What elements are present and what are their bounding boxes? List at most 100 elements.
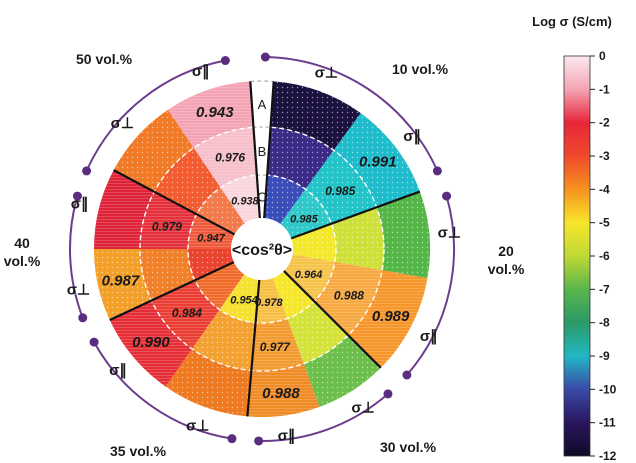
sector-7-texture-mid — [151, 280, 220, 349]
group-label: 10 vol.% — [392, 61, 449, 77]
center-label: <cos²θ> — [232, 242, 292, 259]
group-arc — [69, 195, 84, 319]
sigma-label: σ∥ — [71, 196, 89, 213]
group-arc-endpoint — [383, 389, 393, 399]
colorbar-title: Log σ (S/cm) — [532, 14, 612, 29]
ring-letter-b: B — [258, 144, 267, 159]
colorbar-tick-label: -12 — [599, 449, 617, 463]
sector-value: 0.977 — [260, 340, 291, 354]
sigma-label: σ∥ — [109, 362, 127, 379]
group-label: 50 vol.% — [76, 51, 133, 67]
sector-8-texture-mid — [140, 249, 195, 301]
sector-9-texture-mid — [140, 191, 197, 249]
sector-5-texture-inner — [255, 278, 288, 323]
sector-11-texture-mid — [193, 127, 257, 188]
sector-6-texture-outer — [165, 348, 252, 417]
ring-layer — [139, 80, 385, 372]
colorbar-tick-label: 0 — [599, 49, 606, 63]
group-arc-endpoint — [220, 56, 230, 66]
sector-8-texture-inner — [188, 249, 234, 281]
group-divider — [109, 261, 235, 321]
divider-layer — [109, 81, 421, 417]
sigma-label: σ⊥ — [186, 418, 209, 435]
group-arc-endpoint — [227, 434, 237, 444]
sector-0-texture-inner — [264, 175, 306, 224]
group-arc — [85, 59, 226, 172]
sector-5-texture-outer — [247, 363, 320, 418]
group-divider — [290, 190, 421, 240]
sector-value: 0.990 — [132, 334, 170, 351]
sector-2-texture-inner — [291, 223, 336, 262]
colorbar-tick-label: -8 — [599, 316, 610, 330]
letter-gap — [250, 81, 274, 219]
colorbar-tick-label: -6 — [599, 249, 610, 263]
sector-0-texture-mid — [267, 127, 334, 190]
group-label: 30 vol.% — [380, 439, 437, 455]
sector-2-texture-outer — [376, 191, 430, 279]
sector-5-texture-mid — [251, 318, 304, 372]
group-label: 35 vol.% — [110, 443, 167, 459]
sector-9-texture-outer — [94, 170, 155, 249]
group-divider — [249, 81, 261, 219]
sigma-label: σ⊥ — [67, 282, 90, 299]
sector-0-texture-outer — [270, 81, 361, 151]
ring-letter-c: C — [257, 190, 266, 205]
sector-value: 0.991 — [359, 154, 397, 171]
ring-separator — [139, 126, 385, 372]
sector-value: 0.987 — [102, 272, 140, 289]
group-arc-endpoint — [260, 52, 270, 62]
sector-value: 0.978 — [255, 297, 283, 309]
center-circle — [231, 218, 293, 280]
sector-1-texture-outer — [333, 113, 420, 208]
colorbar-tick-label: -2 — [599, 116, 610, 130]
group-arc — [265, 56, 439, 172]
sector-value: 0.976 — [215, 150, 245, 164]
sigma-label: σ⊥ — [315, 64, 338, 81]
colorbar: Log σ (S/cm) 0 -1 -2 -3 -4 -5 -6 -7 -8 -9 -10 -11 -1… — [532, 14, 617, 463]
colorbar-tick-label: -1 — [599, 82, 610, 96]
sector-layer — [94, 81, 430, 418]
sector-1-texture-inner — [280, 189, 332, 239]
sector-6-texture-mid — [192, 309, 256, 371]
vol-label-layer: 10 vol.% 20 vol.% 30 vol.% 35 vol.% 40 vol.% 50… — [4, 51, 525, 459]
sigma-label: σ⊥ — [111, 115, 134, 132]
group-arc — [406, 195, 455, 376]
colorbar-ticks: 0 -1 -2 -3 -4 -5 -6 -7 -8 -9 -10 -11 -12 — [590, 49, 617, 463]
sector-value: 0.985 — [325, 184, 355, 198]
sector-value: 0.984 — [172, 306, 202, 320]
sector-value: 0.964 — [295, 269, 323, 281]
group-arc-endpoint — [89, 337, 99, 347]
colorbar-tick-label: -3 — [599, 149, 610, 163]
sector-10-texture-mid — [154, 147, 221, 215]
value-layer: 0.991 0.985 0.985 0.989 0.988 0.964 0.988 0.977… — [102, 104, 410, 402]
sector-4-texture-outer — [303, 335, 381, 407]
sector-value: 0.938 — [231, 195, 259, 207]
sigma-label: σ⊥ — [438, 225, 461, 242]
group-arc-endpoint — [82, 166, 92, 176]
colorbar-gradient — [563, 55, 591, 457]
sector-8-texture-outer — [94, 249, 152, 320]
group-divider — [283, 270, 382, 369]
sigma-label: σ∥ — [278, 427, 296, 444]
sector-value: 0.947 — [197, 232, 225, 244]
sector-11-texture-inner — [220, 175, 260, 224]
sector-value: 0.979 — [152, 219, 182, 233]
group-arc — [93, 341, 233, 440]
group-arc-endpoint — [78, 313, 88, 323]
sigma-label: σ∥ — [192, 63, 210, 80]
sector-4-texture-inner — [272, 270, 315, 319]
sector-1-texture-mid — [305, 150, 377, 224]
group-arc-layer — [69, 52, 455, 446]
sector-2-texture-mid — [331, 207, 384, 271]
sector-3-texture-outer — [348, 270, 428, 368]
colorbar-tick-label: -11 — [599, 416, 616, 430]
group-arc-endpoint — [442, 191, 452, 201]
group-label: 40 vol.% — [4, 235, 41, 269]
sector-value: 0.985 — [290, 213, 318, 225]
group-arc-endpoint — [72, 191, 82, 201]
group-arc-endpoint — [254, 436, 264, 446]
sigma-label-layer: σ⊥ σ∥ σ⊥ σ∥ σ⊥ σ∥ σ⊥ σ∥ σ⊥ σ∥ σ⊥ σ∥ — [67, 63, 461, 444]
ring-letter-a: A — [258, 97, 267, 112]
group-divider — [246, 279, 261, 417]
